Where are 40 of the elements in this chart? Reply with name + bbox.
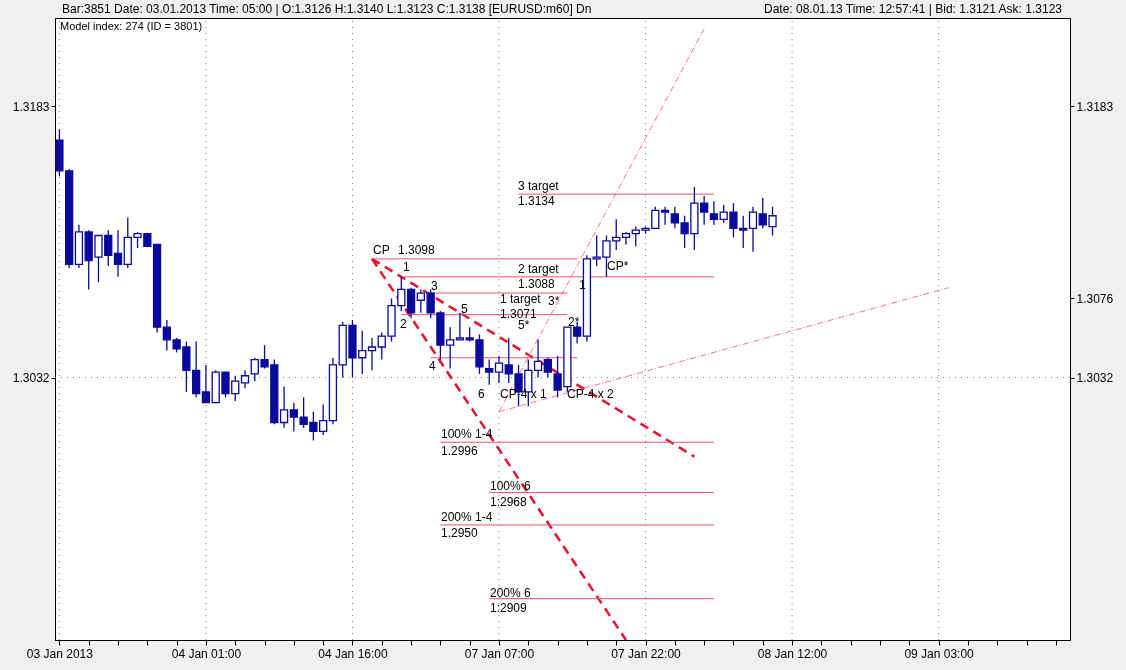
y2-tick-label: 1.3032 bbox=[1076, 371, 1114, 386]
annotation: 1.2996 bbox=[441, 444, 479, 458]
annotation: 1 bbox=[579, 278, 586, 292]
annotation: 200% 1-4 bbox=[441, 510, 493, 524]
x-tick-label: 04 Jan 01:00 bbox=[171, 646, 242, 661]
text: Date: 08.01.13 Time: 12:57:41 | Bid: 1.3121 Ask: 1.3123 bbox=[764, 2, 1063, 16]
annotation: 100% 6 bbox=[490, 479, 532, 493]
annotation: CP-4 x 2 bbox=[567, 387, 615, 401]
annotation: 5* bbox=[518, 318, 530, 332]
y2-tick-label: 1.3076 bbox=[1076, 291, 1114, 306]
y2-tick-label: 1.3183 bbox=[1076, 99, 1114, 114]
annotation: 3 bbox=[431, 279, 438, 293]
annotation: Model index: 274 (ID = 3801) bbox=[60, 20, 203, 32]
annotation: 200% 6 bbox=[490, 586, 532, 600]
annotation: 1:2968 bbox=[490, 495, 528, 509]
annotation: 3* bbox=[548, 294, 560, 308]
annotation: 1 target bbox=[500, 292, 542, 306]
annotation: 4 bbox=[429, 359, 436, 373]
annotation: 3 target bbox=[518, 179, 560, 193]
annotation: 2 target bbox=[518, 262, 560, 276]
x-tick-label: 07 Jan 07:00 bbox=[464, 646, 535, 661]
annotation: 2* bbox=[568, 315, 580, 329]
annotation: 1.3134 bbox=[518, 194, 556, 208]
x-tick-label: 03 Jan 2013 bbox=[26, 646, 94, 661]
x-tick-label: 09 Jan 03:00 bbox=[904, 646, 975, 661]
annotation: 2 bbox=[400, 317, 407, 331]
annotation: 5 bbox=[461, 302, 468, 316]
x-tick-label: 08 Jan 12:00 bbox=[757, 646, 828, 661]
annotation: 1 bbox=[403, 260, 410, 274]
x-tick-label: 04 Jan 16:00 bbox=[318, 646, 388, 661]
annotation: 1.3098 bbox=[398, 243, 436, 257]
annotation: CP bbox=[373, 243, 390, 257]
annotation: 100% 1-4 bbox=[441, 427, 493, 441]
annotation: 1.2950 bbox=[441, 526, 479, 540]
annotation: 1:2909 bbox=[490, 601, 528, 615]
text: Bar:3851 Date: 03.01.2013 Time: 05:00 | O:1.3126 H:1.3140 L:1.3123 C:1.3138 [EURUSD:m60] Dn bbox=[62, 2, 592, 16]
annotation: 1.3088 bbox=[518, 277, 556, 291]
x-tick-label: 07 Jan 22:00 bbox=[611, 646, 682, 661]
annotation: 6 bbox=[478, 387, 485, 401]
annotation: CP* bbox=[607, 259, 629, 273]
